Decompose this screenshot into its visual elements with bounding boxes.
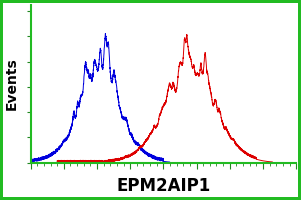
Y-axis label: Events: Events [5,57,19,110]
X-axis label: EPM2AIP1: EPM2AIP1 [116,177,210,195]
